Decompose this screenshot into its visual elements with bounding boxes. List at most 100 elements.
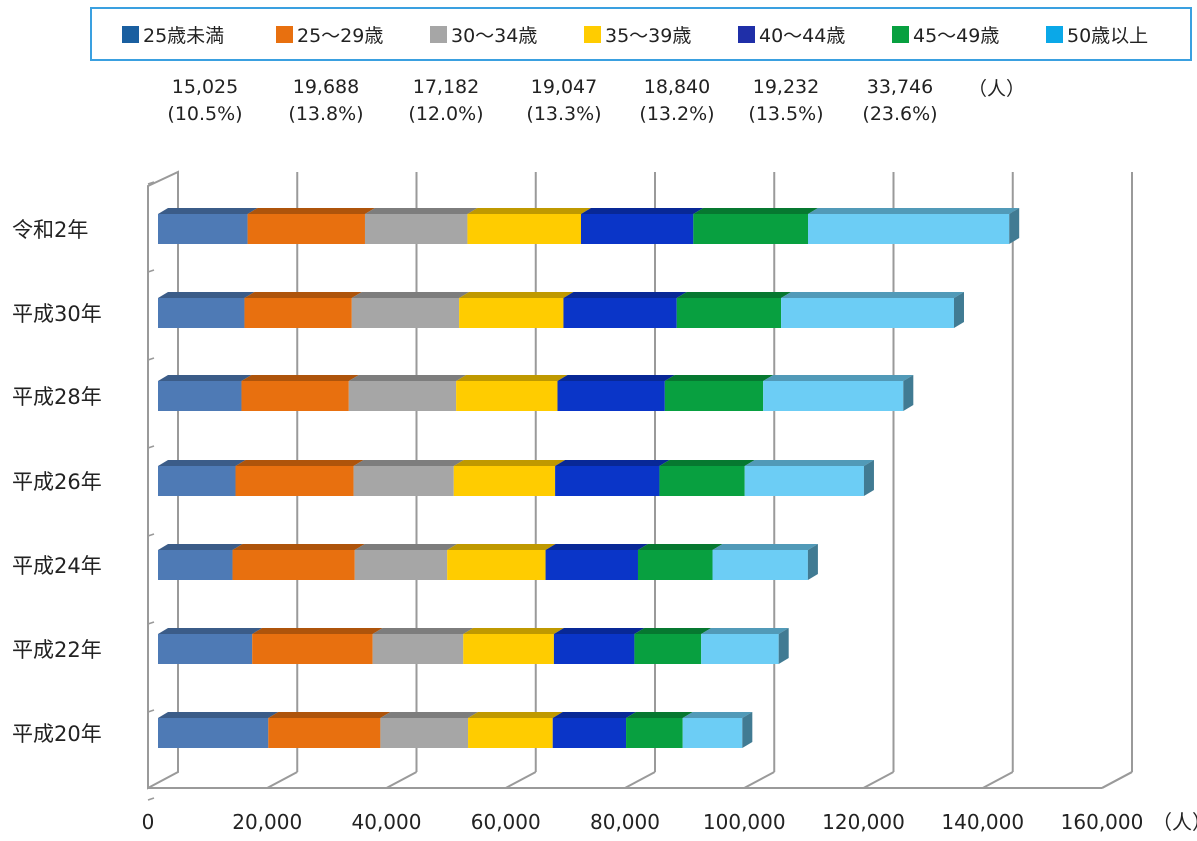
bar-segment (158, 718, 269, 748)
bar-segment (235, 466, 354, 496)
bar-segment (682, 718, 743, 748)
bar-segment (712, 550, 808, 580)
floor-gridline (982, 771, 1014, 789)
bar-top-4-5 (553, 628, 645, 634)
bar-top-4-1 (563, 292, 687, 298)
category-tick (147, 269, 155, 273)
bar-top-6-5 (701, 628, 789, 634)
bar-end-face (953, 292, 964, 328)
x-tick-label: 80,000 (590, 810, 660, 834)
bar-segment (693, 214, 808, 244)
bar-top-5-2 (664, 375, 774, 381)
bar-segment (351, 298, 460, 328)
bar-top-6-4 (712, 544, 818, 550)
category-tick (147, 357, 155, 361)
summary-percent: (13.2%) (639, 103, 715, 125)
bar-top-1-5 (252, 628, 383, 634)
legend-item: 25歳未満 (122, 9, 224, 59)
bar-top-2-3 (353, 460, 464, 466)
category-label: 平成22年 (12, 638, 102, 662)
legend-swatch (892, 25, 909, 43)
bar-top-1-0 (247, 208, 375, 214)
summary-value: 19,047 (530, 76, 598, 98)
legend-label: 40～44歳 (759, 24, 846, 47)
summary-label: 33,746 (23.6%) (845, 74, 955, 128)
x-tick-label: 0 (141, 810, 155, 834)
bar-top-0-2 (158, 375, 252, 381)
bar-top-1-4 (232, 544, 365, 550)
bar-segment (463, 634, 554, 664)
bar-top-0-0 (158, 208, 258, 214)
bar-segment (468, 718, 553, 748)
bar-top-5-6 (626, 712, 693, 718)
bar-segment (807, 214, 1010, 244)
legend-label: 25歳未満 (143, 24, 225, 47)
bar-segment (158, 298, 245, 328)
bar-top-5-5 (634, 628, 712, 634)
summary-value: 19,232 (752, 76, 820, 98)
bar-segment (232, 550, 355, 580)
legend-swatch (430, 25, 447, 43)
bar-top-3-0 (467, 208, 591, 214)
bar-top-0-1 (158, 292, 255, 298)
bar-top-6-2 (763, 375, 914, 381)
bar-segment (456, 381, 558, 411)
bar-top-0-6 (158, 712, 279, 718)
bar-segment (353, 466, 454, 496)
bar-top-2-2 (348, 375, 467, 381)
summary-percent: (10.5%) (167, 103, 243, 125)
bar-top-3-5 (463, 628, 564, 634)
category-label: 平成30年 (12, 302, 102, 326)
bar-top-0-3 (158, 460, 246, 466)
bar-top-4-2 (557, 375, 675, 381)
x-tick-label: 60,000 (470, 810, 541, 834)
bar-top-4-3 (555, 460, 670, 466)
bar-segment (447, 550, 546, 580)
summary-label: 15,025 (10.5%) (150, 74, 260, 128)
floor-gridline (743, 771, 775, 789)
bar-segment (744, 466, 864, 496)
bar-top-3-4 (447, 544, 556, 550)
bar-segment (634, 634, 702, 664)
summary-percent: (23.6%) (862, 103, 938, 125)
x-tick-label: 120,000 (822, 810, 905, 834)
summary-value: 15,025 (171, 76, 239, 98)
bar-segment (380, 718, 469, 748)
legend-item: 45～49歳 (892, 9, 999, 59)
bar-segment (348, 381, 457, 411)
bar-top-4-4 (545, 544, 648, 550)
bar-top-3-2 (456, 375, 568, 381)
legend-swatch (276, 25, 293, 43)
bar-segment (553, 634, 635, 664)
bar-end-face (1009, 208, 1020, 244)
bar-top-0-4 (158, 544, 243, 550)
category-tick (147, 709, 155, 713)
bar-top-1-1 (244, 292, 362, 298)
bar-segment (268, 718, 381, 748)
category-label: 平成24年 (12, 554, 102, 578)
bar-segment (763, 381, 904, 411)
bar-top-1-6 (268, 712, 391, 718)
bar-top-5-1 (676, 292, 792, 298)
bar-end-face (807, 544, 818, 580)
x-tick-label: 100,000 (702, 810, 786, 834)
bar-segment (676, 298, 782, 328)
legend-label: 25～29歳 (297, 24, 384, 47)
category-tick (147, 533, 155, 537)
bar-end-face (863, 460, 874, 496)
summary-label: 18,840 (13.2%) (622, 74, 732, 128)
x-tick-label: 160,000 (1060, 810, 1144, 834)
bar-top-5-0 (693, 208, 818, 214)
legend-swatch (584, 25, 601, 43)
floor-gridline (266, 771, 298, 789)
floor-gridline (505, 771, 537, 789)
bar-segment (158, 214, 248, 244)
summary-label: 19,047 (13.3%) (509, 74, 619, 128)
bar-top-6-1 (781, 292, 964, 298)
bar-top-1-2 (241, 375, 359, 381)
bar-top-6-0 (807, 208, 1020, 214)
bar-top-2-4 (354, 544, 458, 550)
legend-item: 30～34歳 (430, 9, 537, 59)
summary-value: 19,688 (292, 76, 360, 98)
